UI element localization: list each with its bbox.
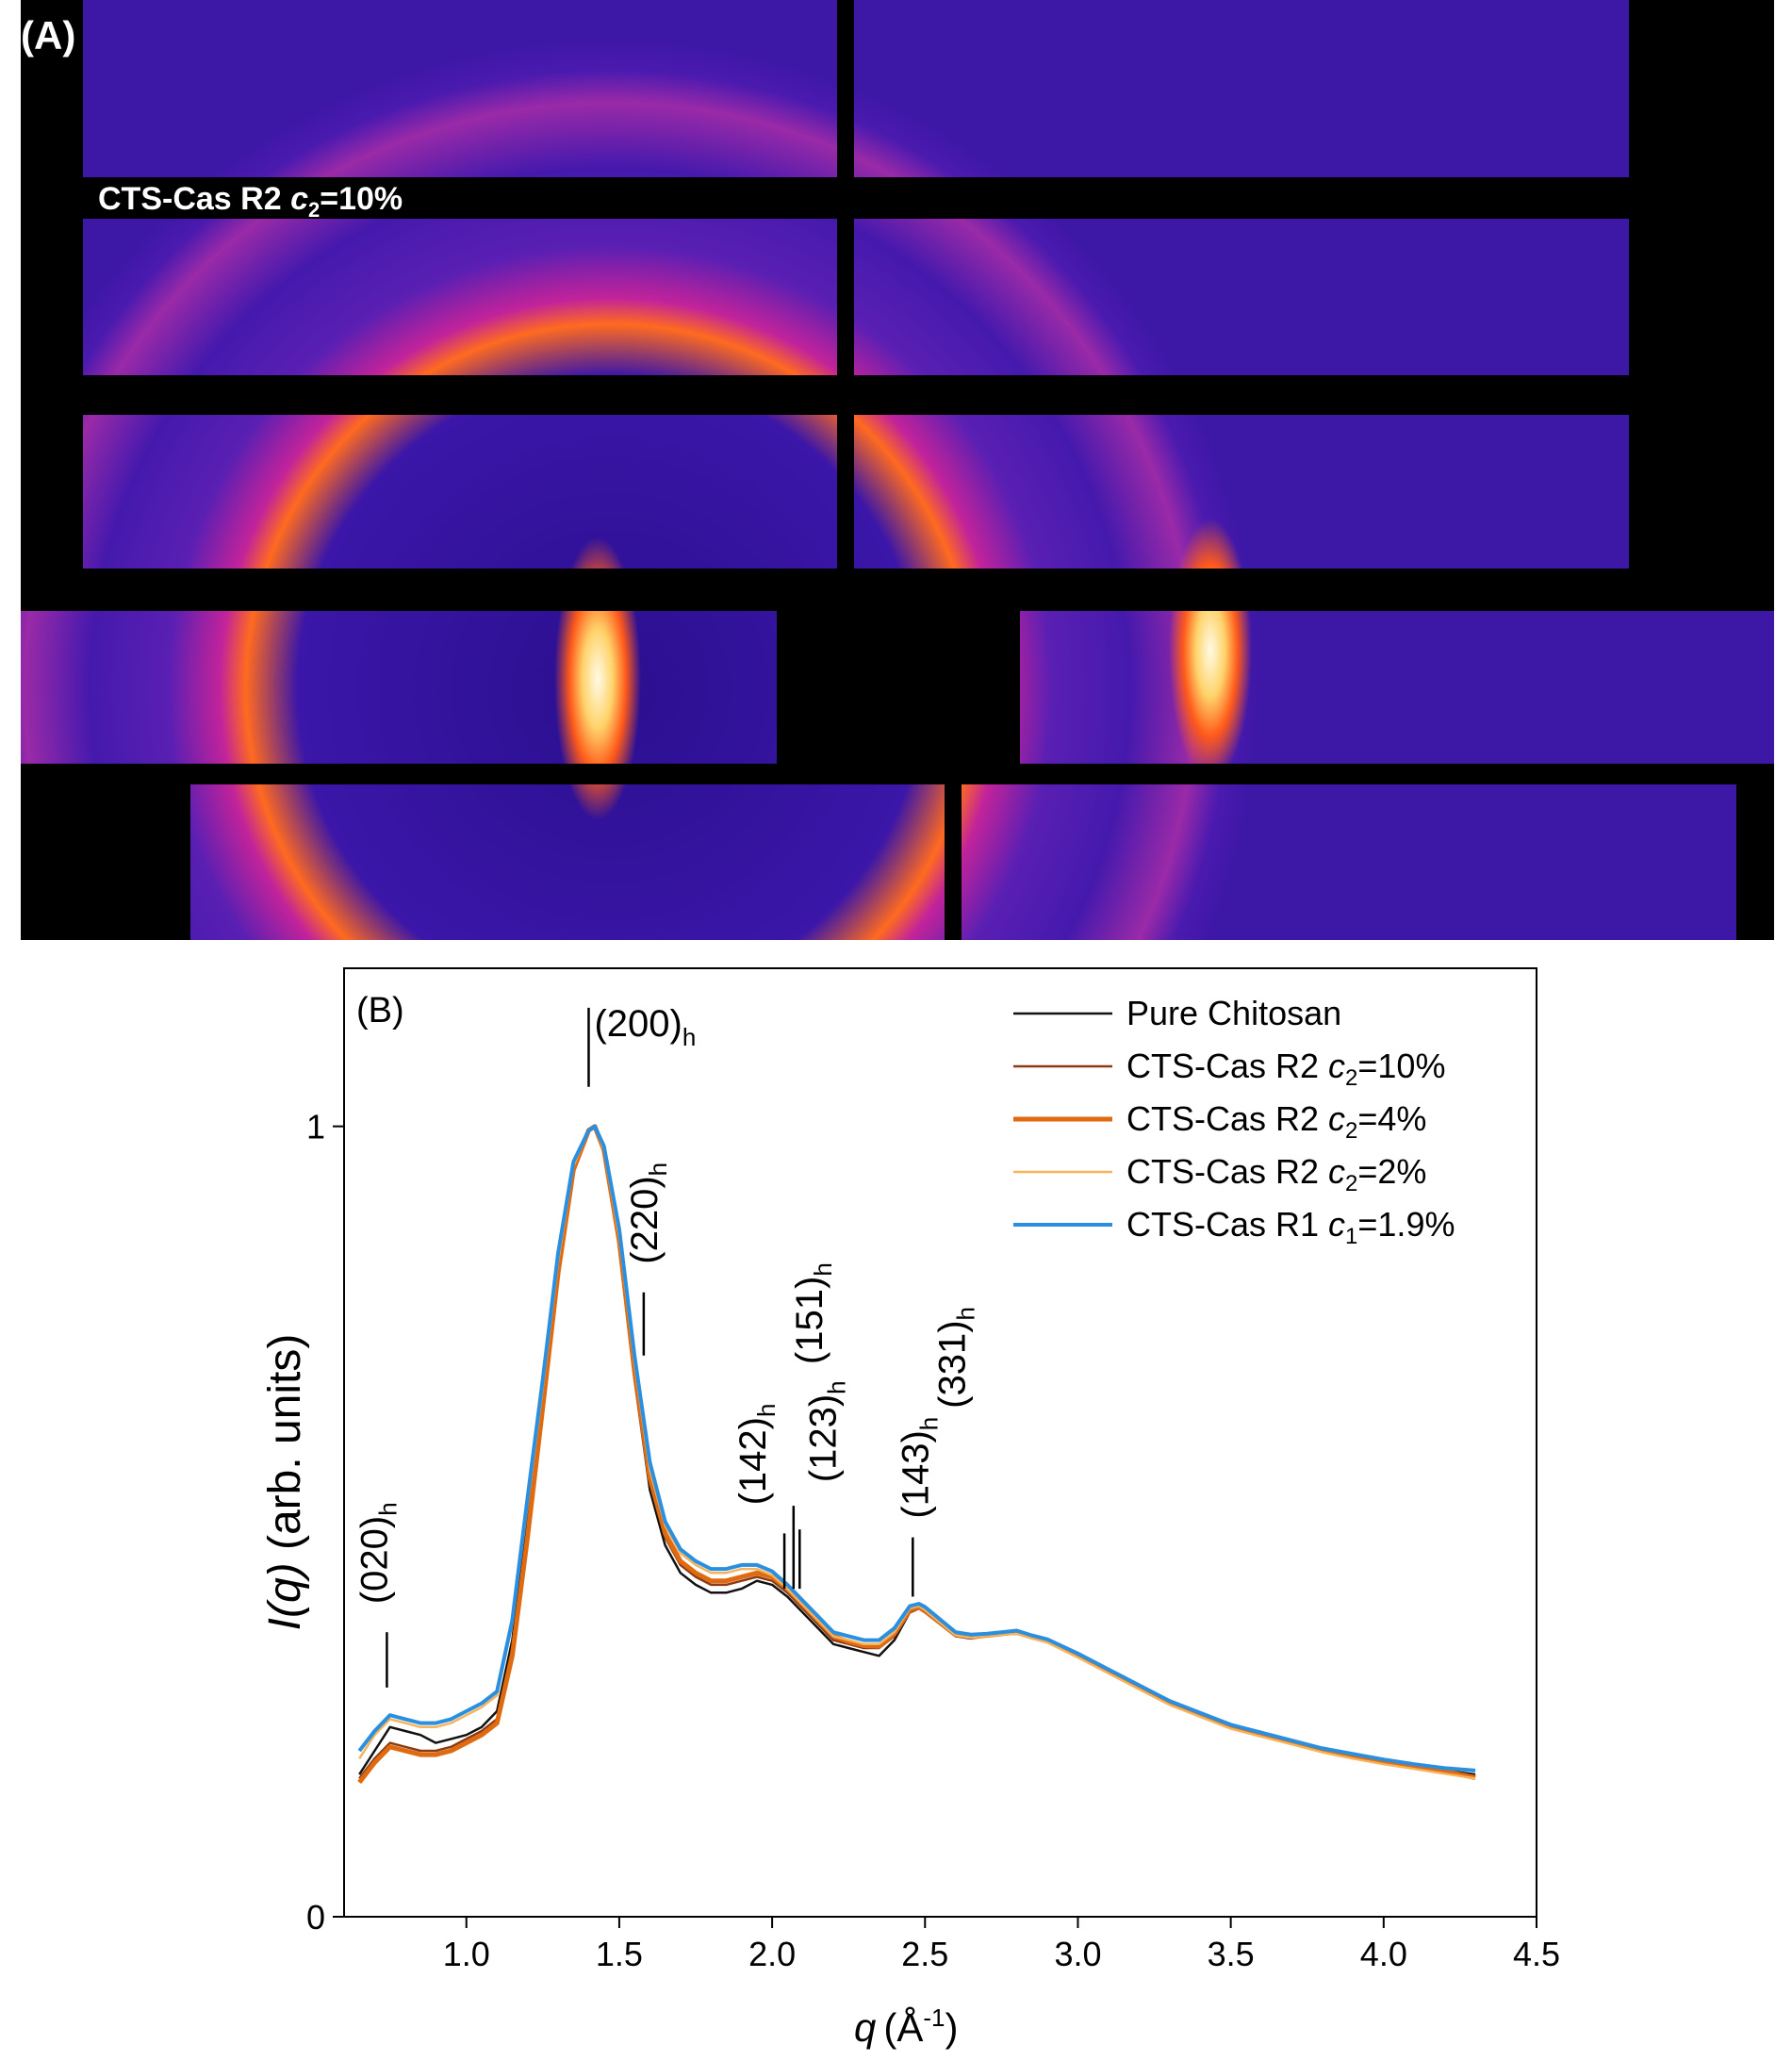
panel-b-label: (B) [356,991,404,1030]
plot-frame [343,967,1537,1918]
peak-label: (143)h [895,1417,943,1519]
x-tick-label: 4.5 [1513,1935,1560,1973]
legend: Pure Chitosan CTS-Cas R2 c2=10% CTS-Cas R2… [1013,994,1455,1249]
panel-a-label: (A) [21,13,75,58]
x-tick-label: 3.5 [1208,1935,1255,1973]
legend-label-2: CTS-Cas R2 c2=4% [1126,1099,1426,1144]
annotation-layer: (020)h (200)h (220)h (142)h(151)h (123)h (143… [353,1003,980,1688]
detector-modules [21,0,1774,940]
detector-image-panel: (A) CTS-Cas R2 c2=10% [21,0,1774,940]
x-tick-label: 4.0 [1360,1935,1407,1973]
y-tick-label: 0 [306,1898,325,1937]
legend-label-3: CTS-Cas R2 c2=2% [1126,1152,1426,1196]
legend-label-4: CTS-Cas R1 c1=1.9% [1126,1205,1455,1249]
peak-label: (142)h [732,1404,781,1506]
axis-layer: 1.0 1.5 2.0 2.5 3.0 3.5 4.0 4.5 0 1 [306,1108,1560,1973]
legend-label-0: Pure Chitosan [1126,994,1341,1032]
plot-area [343,967,1537,1918]
beam-stop [778,575,1020,768]
intensity-chart: (020)h (200)h (220)h (142)h(151)h (123)h (143… [260,967,1560,2050]
x-tick-label: 1.0 [443,1935,490,1973]
y-axis-label: I(q) (arb. units) [260,1334,310,1631]
legend-label-1: CTS-Cas R2 c2=10% [1126,1047,1445,1091]
x-tick-label: 3.0 [1054,1935,1101,1973]
series-line-4 [357,1124,1476,1772]
y-tick-label: 1 [306,1108,325,1146]
right-hot-spot [1169,519,1252,783]
peak-label: (331)h [932,1307,980,1409]
peak-label: (151)h [789,1262,837,1364]
sample-label: CTS-Cas R2 c2=10% [98,181,403,222]
x-tick-label: 1.5 [596,1935,643,1973]
peak-label: (220)h [624,1162,672,1264]
series-layer [357,1124,1476,1785]
peak-label: (200)h [594,1003,696,1051]
x-axis-label: q (Å-1) [854,2003,958,2050]
peak-label: (123)h [802,1380,850,1482]
x-tick-label: 2.5 [901,1935,948,1973]
peak-label: (020)h [353,1502,402,1604]
x-tick-label: 2.0 [748,1935,796,1973]
beam-stop-rod [945,764,962,940]
